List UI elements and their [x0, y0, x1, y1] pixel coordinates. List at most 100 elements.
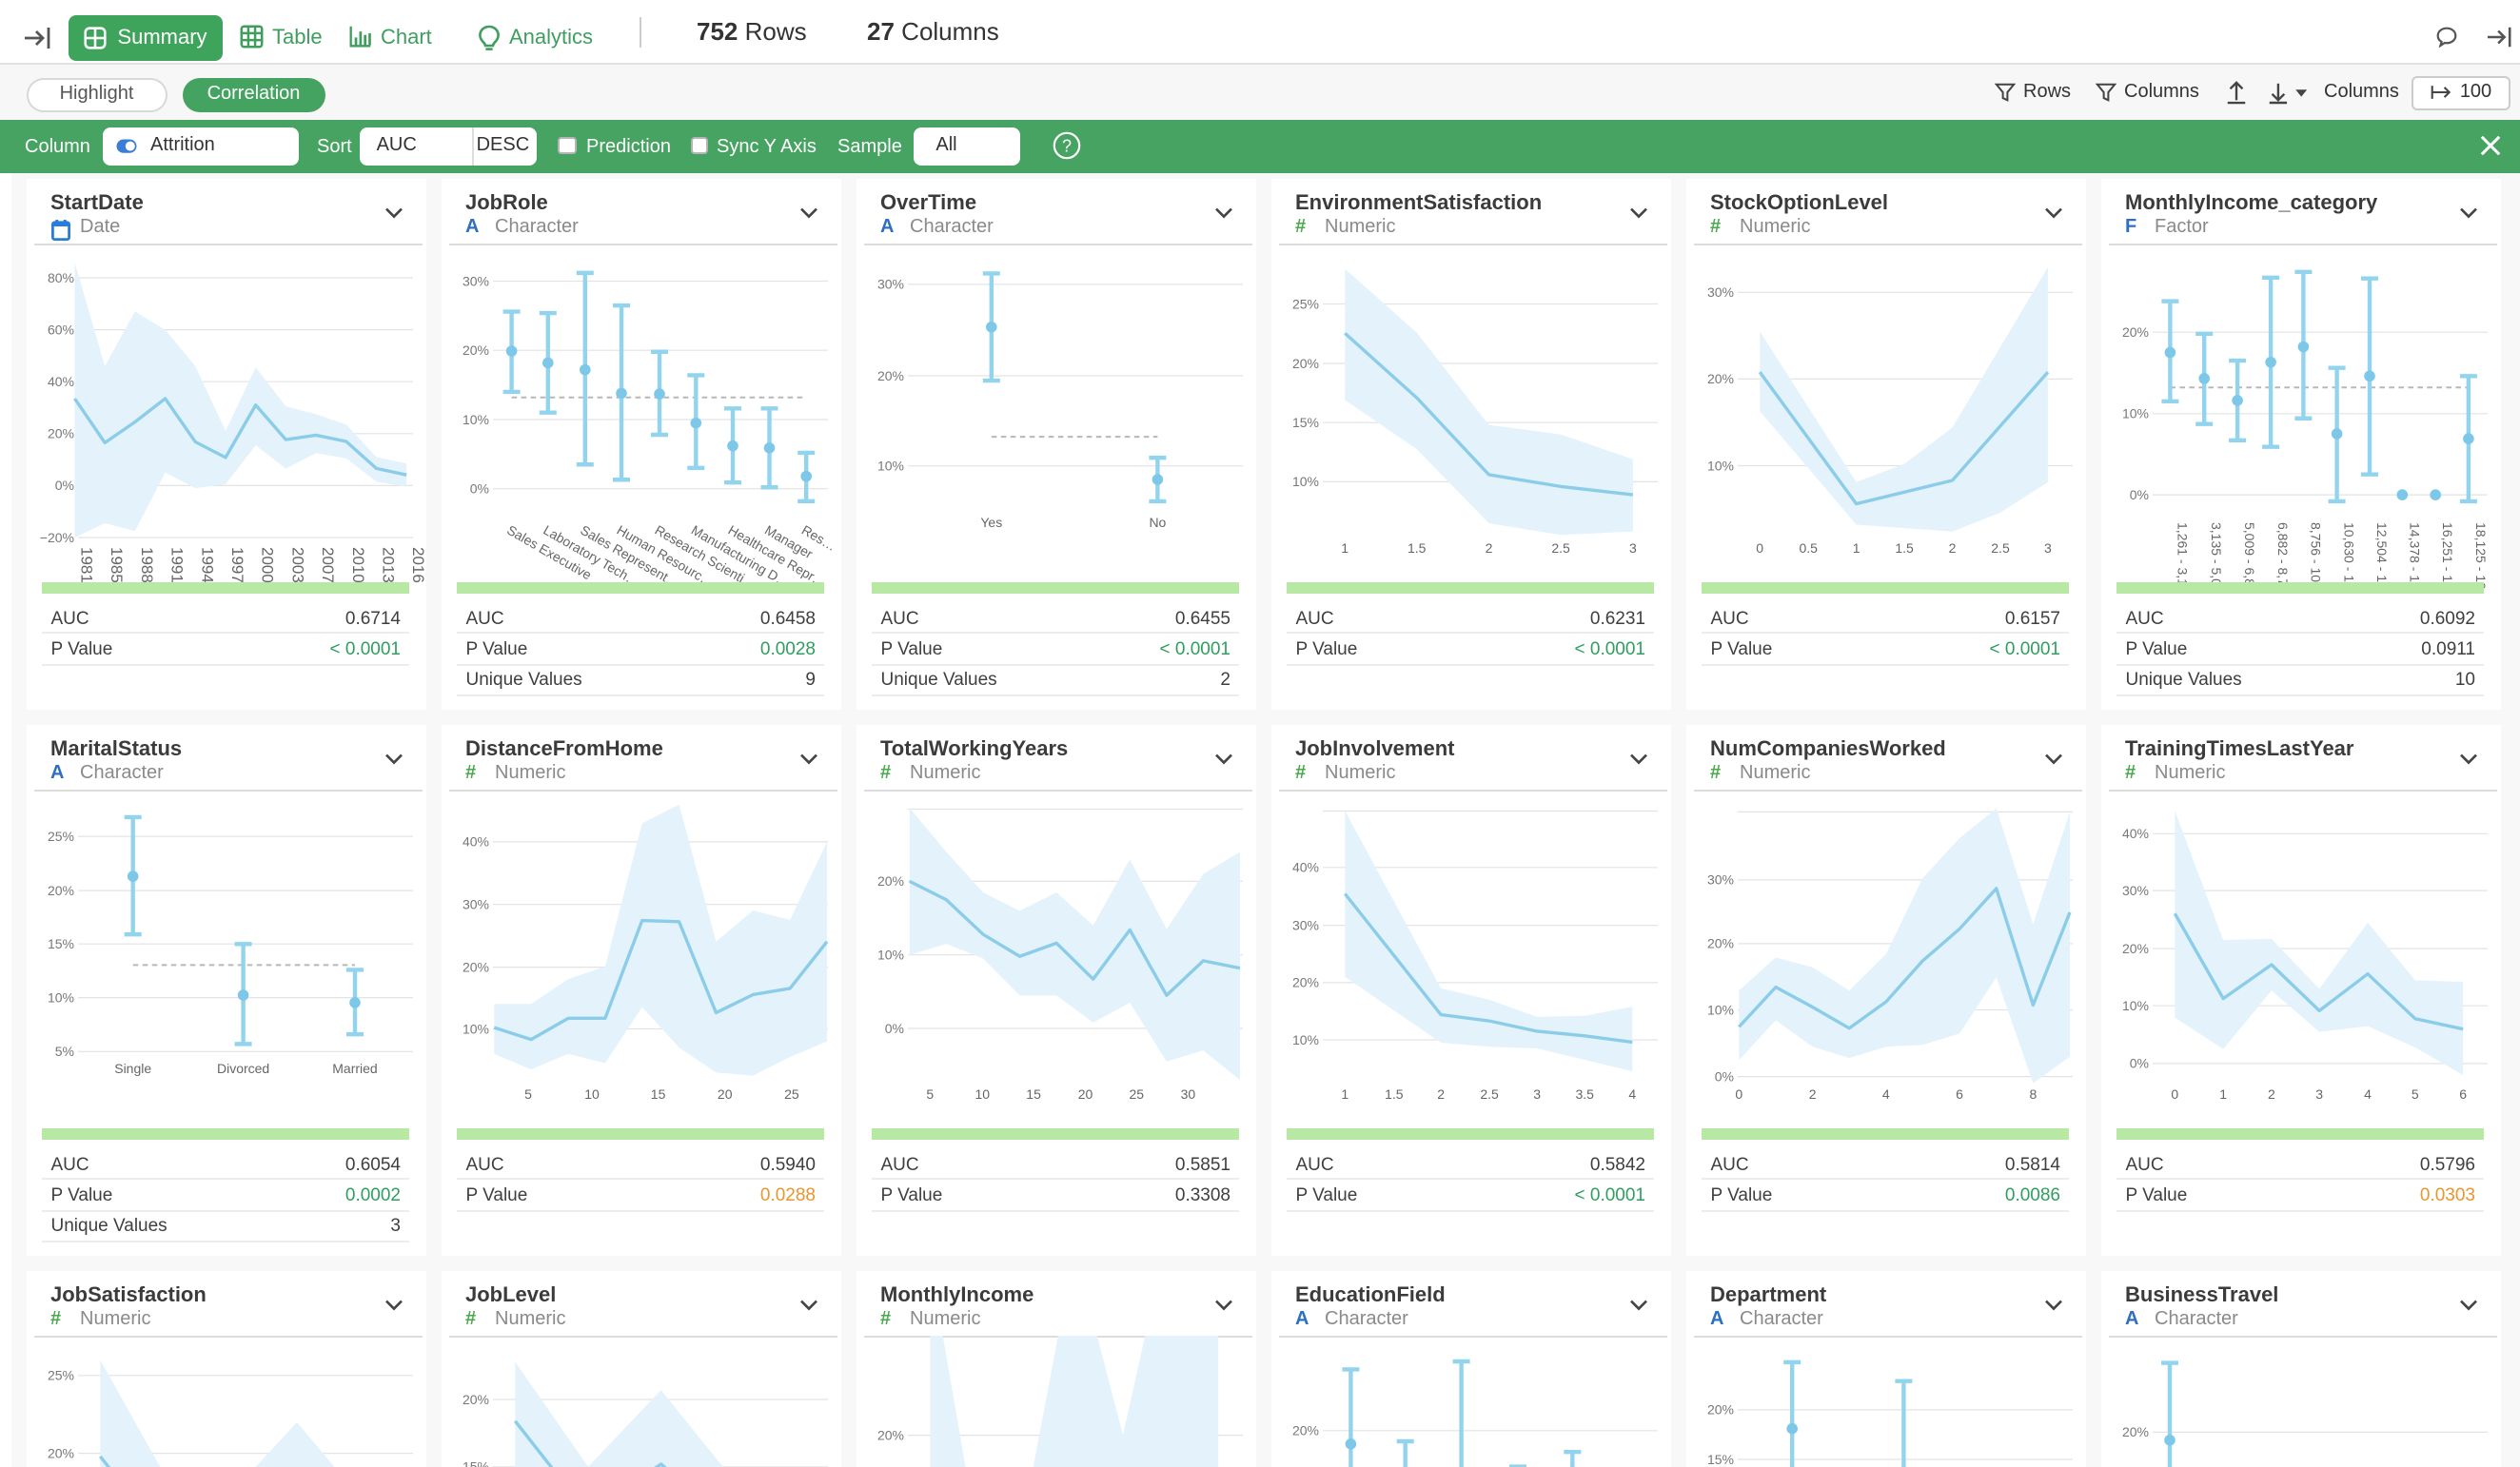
svg-text:15%: 15%	[47, 936, 73, 951]
svg-text:40%: 40%	[1291, 860, 1318, 875]
svg-text:1,261 - 3,134: 1,261 - 3,134	[2174, 522, 2189, 593]
svg-text:10: 10	[975, 1086, 990, 1102]
svg-text:10%: 10%	[876, 948, 903, 963]
svg-text:3: 3	[1532, 1086, 1540, 1102]
svg-text:30%: 30%	[462, 897, 488, 912]
svg-text:20: 20	[717, 1086, 732, 1102]
svg-text:40%: 40%	[2121, 826, 2148, 841]
svg-text:0%: 0%	[884, 1021, 903, 1036]
svg-text:6,882 - 8,755: 6,882 - 8,755	[2274, 522, 2290, 593]
svg-text:4: 4	[1881, 1086, 1889, 1102]
svg-text:20%: 20%	[2121, 1424, 2148, 1439]
svg-text:Divorced: Divorced	[216, 1061, 268, 1076]
svg-text:Yes: Yes	[979, 515, 1001, 530]
svg-text:20%: 20%	[2121, 324, 2148, 340]
svg-text:30%: 30%	[1706, 872, 1733, 888]
svg-text:15: 15	[650, 1086, 665, 1102]
svg-text:8,756 - 10,629: 8,756 - 10,629	[2307, 522, 2322, 593]
svg-text:2: 2	[1436, 1086, 1444, 1102]
svg-text:20%: 20%	[47, 883, 73, 898]
svg-text:12,504 - 14,377: 12,504 - 14,377	[2373, 522, 2389, 593]
svg-text:0: 0	[1734, 1086, 1742, 1102]
svg-text:10%: 10%	[47, 989, 73, 1005]
svg-text:30%: 30%	[876, 277, 903, 292]
svg-text:20: 20	[1077, 1086, 1093, 1102]
svg-text:60%: 60%	[47, 322, 73, 337]
svg-text:1: 1	[2218, 1086, 2226, 1102]
svg-text:20%: 20%	[1291, 1423, 1318, 1438]
svg-text:0.5: 0.5	[1798, 540, 1817, 556]
svg-text:30%: 30%	[1706, 284, 1733, 300]
svg-text:30: 30	[1180, 1086, 1195, 1102]
svg-text:25: 25	[783, 1086, 798, 1102]
svg-text:No: No	[1148, 515, 1165, 530]
svg-text:30%: 30%	[462, 273, 488, 288]
svg-text:20%: 20%	[876, 873, 903, 889]
svg-text:1: 1	[1852, 540, 1860, 556]
svg-text:3,135 - 5,008: 3,135 - 5,008	[2208, 522, 2223, 593]
svg-text:25%: 25%	[47, 829, 73, 844]
svg-text:15%: 15%	[462, 1459, 488, 1467]
svg-text:2.5: 2.5	[1550, 540, 1569, 556]
svg-text:2010: 2010	[348, 547, 366, 583]
svg-text:5: 5	[523, 1086, 531, 1102]
svg-text:5: 5	[925, 1086, 933, 1102]
svg-text:20%: 20%	[47, 1445, 73, 1460]
svg-text:20%: 20%	[1706, 371, 1733, 386]
svg-text:10: 10	[583, 1086, 599, 1102]
svg-text:20%: 20%	[1706, 1402, 1733, 1418]
svg-text:1.5: 1.5	[1384, 1086, 1403, 1102]
svg-text:2: 2	[2267, 1086, 2274, 1102]
svg-text:0%: 0%	[54, 478, 73, 493]
svg-text:10%: 10%	[876, 459, 903, 474]
svg-text:15%: 15%	[1706, 1452, 1733, 1467]
svg-text:1: 1	[1340, 1086, 1348, 1102]
svg-text:20%: 20%	[1291, 975, 1318, 990]
svg-text:40%: 40%	[47, 374, 73, 389]
svg-text:20%: 20%	[462, 959, 488, 974]
svg-text:2.5: 2.5	[1479, 1086, 1498, 1102]
svg-text:10%: 10%	[1291, 474, 1318, 489]
svg-text:5,009 - 6,881: 5,009 - 6,881	[2241, 522, 2256, 593]
svg-text:80%: 80%	[47, 270, 73, 285]
svg-text:15: 15	[1025, 1086, 1040, 1102]
svg-text:5: 5	[2411, 1086, 2418, 1102]
svg-text:2007: 2007	[318, 547, 336, 583]
svg-text:2016: 2016	[408, 547, 425, 583]
svg-text:14,378 - 16,250: 14,378 - 16,250	[2406, 522, 2421, 593]
svg-text:0%: 0%	[2129, 1056, 2148, 1071]
svg-text:1: 1	[1340, 540, 1348, 556]
svg-text:20%: 20%	[1706, 936, 1733, 951]
svg-text:2003: 2003	[287, 547, 305, 583]
svg-text:10%: 10%	[462, 412, 488, 427]
svg-text:2: 2	[1485, 540, 1492, 556]
svg-text:3: 3	[1628, 540, 1636, 556]
svg-text:16,251 - 18,124: 16,251 - 18,124	[2439, 522, 2454, 593]
svg-text:Married: Married	[331, 1061, 376, 1076]
svg-text:−20%: −20%	[39, 530, 73, 545]
svg-text:10%: 10%	[2121, 998, 2148, 1013]
svg-text:4: 4	[2363, 1086, 2371, 1102]
svg-text:Single: Single	[113, 1061, 150, 1076]
svg-text:1991: 1991	[167, 547, 186, 583]
svg-text:2013: 2013	[379, 547, 397, 583]
svg-text:4: 4	[1627, 1086, 1635, 1102]
svg-text:0%: 0%	[2129, 487, 2148, 502]
svg-text:20%: 20%	[462, 1392, 488, 1407]
svg-text:3: 3	[2314, 1086, 2322, 1102]
svg-text:0: 0	[1755, 540, 1762, 556]
svg-text:3.5: 3.5	[1574, 1086, 1593, 1102]
svg-text:20%: 20%	[47, 426, 73, 441]
svg-text:2000: 2000	[258, 547, 276, 583]
svg-text:10%: 10%	[1706, 1002, 1733, 1017]
svg-text:10%: 10%	[462, 1021, 488, 1036]
svg-text:40%: 40%	[462, 834, 488, 850]
svg-text:8: 8	[2029, 1086, 2037, 1102]
svg-text:1.5: 1.5	[1407, 540, 1426, 556]
svg-text:10%: 10%	[2121, 406, 2148, 421]
svg-text:?: ?	[1061, 137, 1071, 156]
svg-text:2: 2	[1808, 1086, 1816, 1102]
svg-text:0%: 0%	[1714, 1068, 1733, 1084]
svg-text:30%: 30%	[2121, 883, 2148, 898]
svg-text:1997: 1997	[227, 547, 246, 583]
